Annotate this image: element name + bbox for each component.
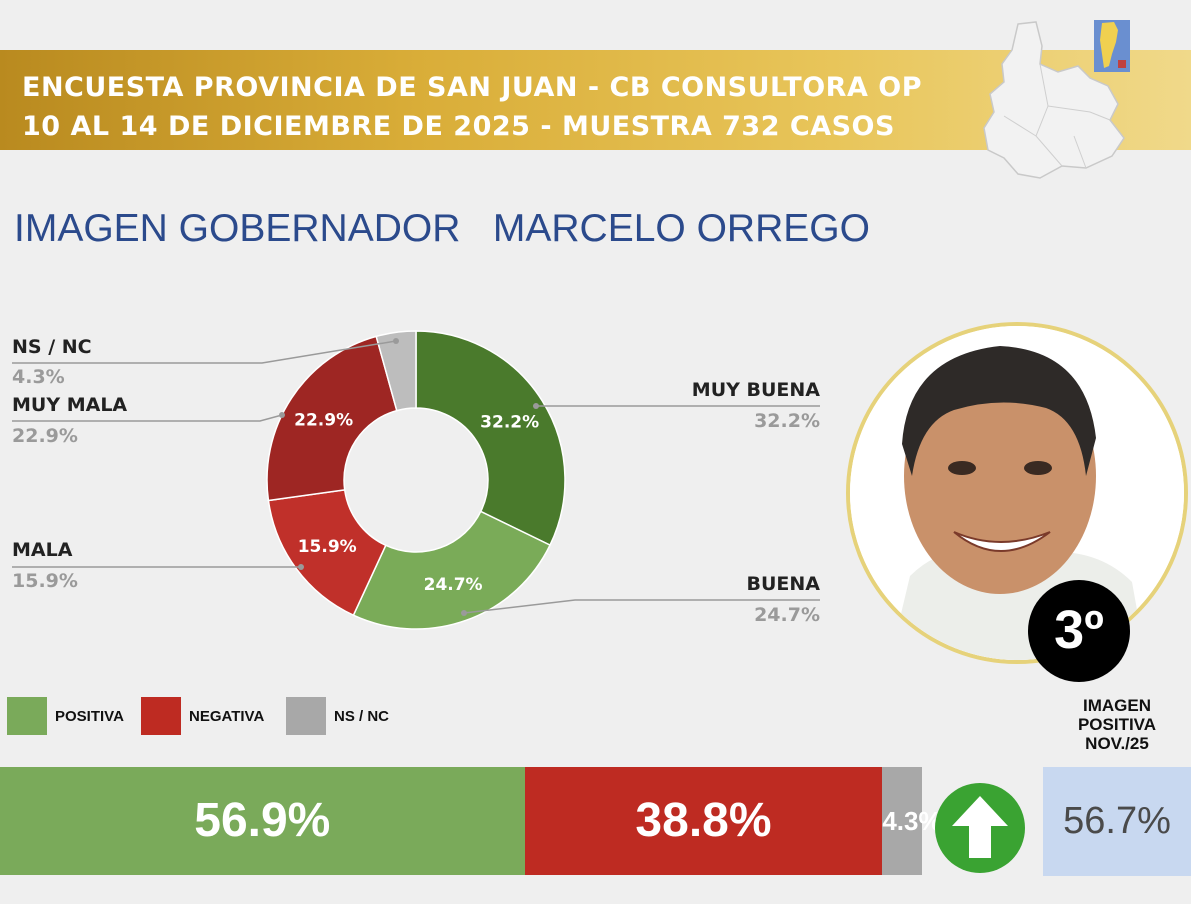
- bar-segment-negativa: 38.8%: [524, 767, 883, 875]
- callout-value-mala: 15.9%: [12, 570, 78, 592]
- donut-label-mala: 15.9%: [298, 537, 357, 557]
- callout-label-ns-nc: NS / NC: [12, 336, 92, 358]
- governor-photo: [846, 322, 1188, 664]
- callout-label-mala: MALA: [12, 539, 73, 561]
- arrow-up-icon: [935, 783, 1025, 873]
- donut-slice-muy-mala: [266, 335, 398, 502]
- page-title: IMAGEN GOBERNADOR MARCELO ORREGO: [14, 207, 870, 250]
- callout-label-muy-buena: MUY BUENA: [691, 379, 820, 401]
- survey-title: ENCUESTA PROVINCIA DE SAN JUAN - CB CONS…: [22, 72, 922, 103]
- leader-line-muy-mala: [12, 414, 283, 422]
- legend-swatch-ns-nc: [286, 697, 326, 735]
- previous-image-value: 56.7%: [1043, 767, 1191, 876]
- bar-label-positiva: 56.9%: [194, 794, 331, 847]
- donut-slice-ns-nc: [375, 330, 417, 412]
- donut-label-buena: 24.7%: [424, 575, 483, 595]
- legend-label-positiva: POSITIVA: [55, 708, 124, 725]
- legend-label-negativa: NEGATIVA: [189, 708, 265, 725]
- leader-dot-mala: [298, 564, 304, 570]
- legend-swatch-negativa: [141, 697, 181, 735]
- country-map-icon: [1094, 20, 1130, 72]
- donut-chart: 32.2% 24.7% 15.9% 22.9%: [12, 330, 820, 630]
- leader-dot-buena: [461, 610, 467, 616]
- callout-label-muy-mala: MUY MALA: [12, 394, 128, 416]
- legend-label-ns-nc: NS / NC: [334, 708, 390, 725]
- previous-label-line2: POSITIVA: [1077, 715, 1157, 734]
- leader-line-ns-nc: [12, 340, 397, 364]
- callout-value-muy-buena: 32.2%: [754, 410, 820, 432]
- previous-label-line1: IMAGEN: [1083, 696, 1151, 715]
- donut-label-muy-mala: 22.9%: [294, 410, 353, 430]
- donut-slice-muy-buena: [415, 330, 566, 547]
- rank-badge: 3º: [1028, 580, 1130, 682]
- bar-segment-ns-nc: 4.3%: [882, 767, 942, 875]
- callout-value-buena: 24.7%: [754, 604, 820, 626]
- legend-swatch-positiva: [7, 697, 47, 735]
- province-map-icon: [983, 21, 1125, 179]
- bar-segment-positiva: 56.9%: [0, 767, 525, 875]
- leader-dot-muy-mala: [279, 412, 285, 418]
- previous-label-line3: NOV./25: [1085, 734, 1149, 753]
- leader-dot-muy-buena: [533, 403, 539, 409]
- donut-label-muy-buena: 32.2%: [480, 412, 539, 432]
- leader-line-buena: [463, 599, 820, 614]
- leader-dot-ns-nc: [393, 338, 399, 344]
- survey-dates: 10 AL 14 DE DICIEMBRE DE 2025 - MUESTRA …: [22, 111, 895, 142]
- callout-label-buena: BUENA: [746, 573, 821, 595]
- bar-label-negativa: 38.8%: [635, 794, 772, 847]
- callout-value-ns-nc: 4.3%: [12, 366, 65, 388]
- bar-label-ns-nc: 4.3%: [882, 806, 942, 836]
- donut-slice-buena: [352, 510, 552, 630]
- callout-value-muy-mala: 22.9%: [12, 425, 78, 447]
- previous-image-label: IMAGEN POSITIVA NOV./25: [1043, 696, 1191, 753]
